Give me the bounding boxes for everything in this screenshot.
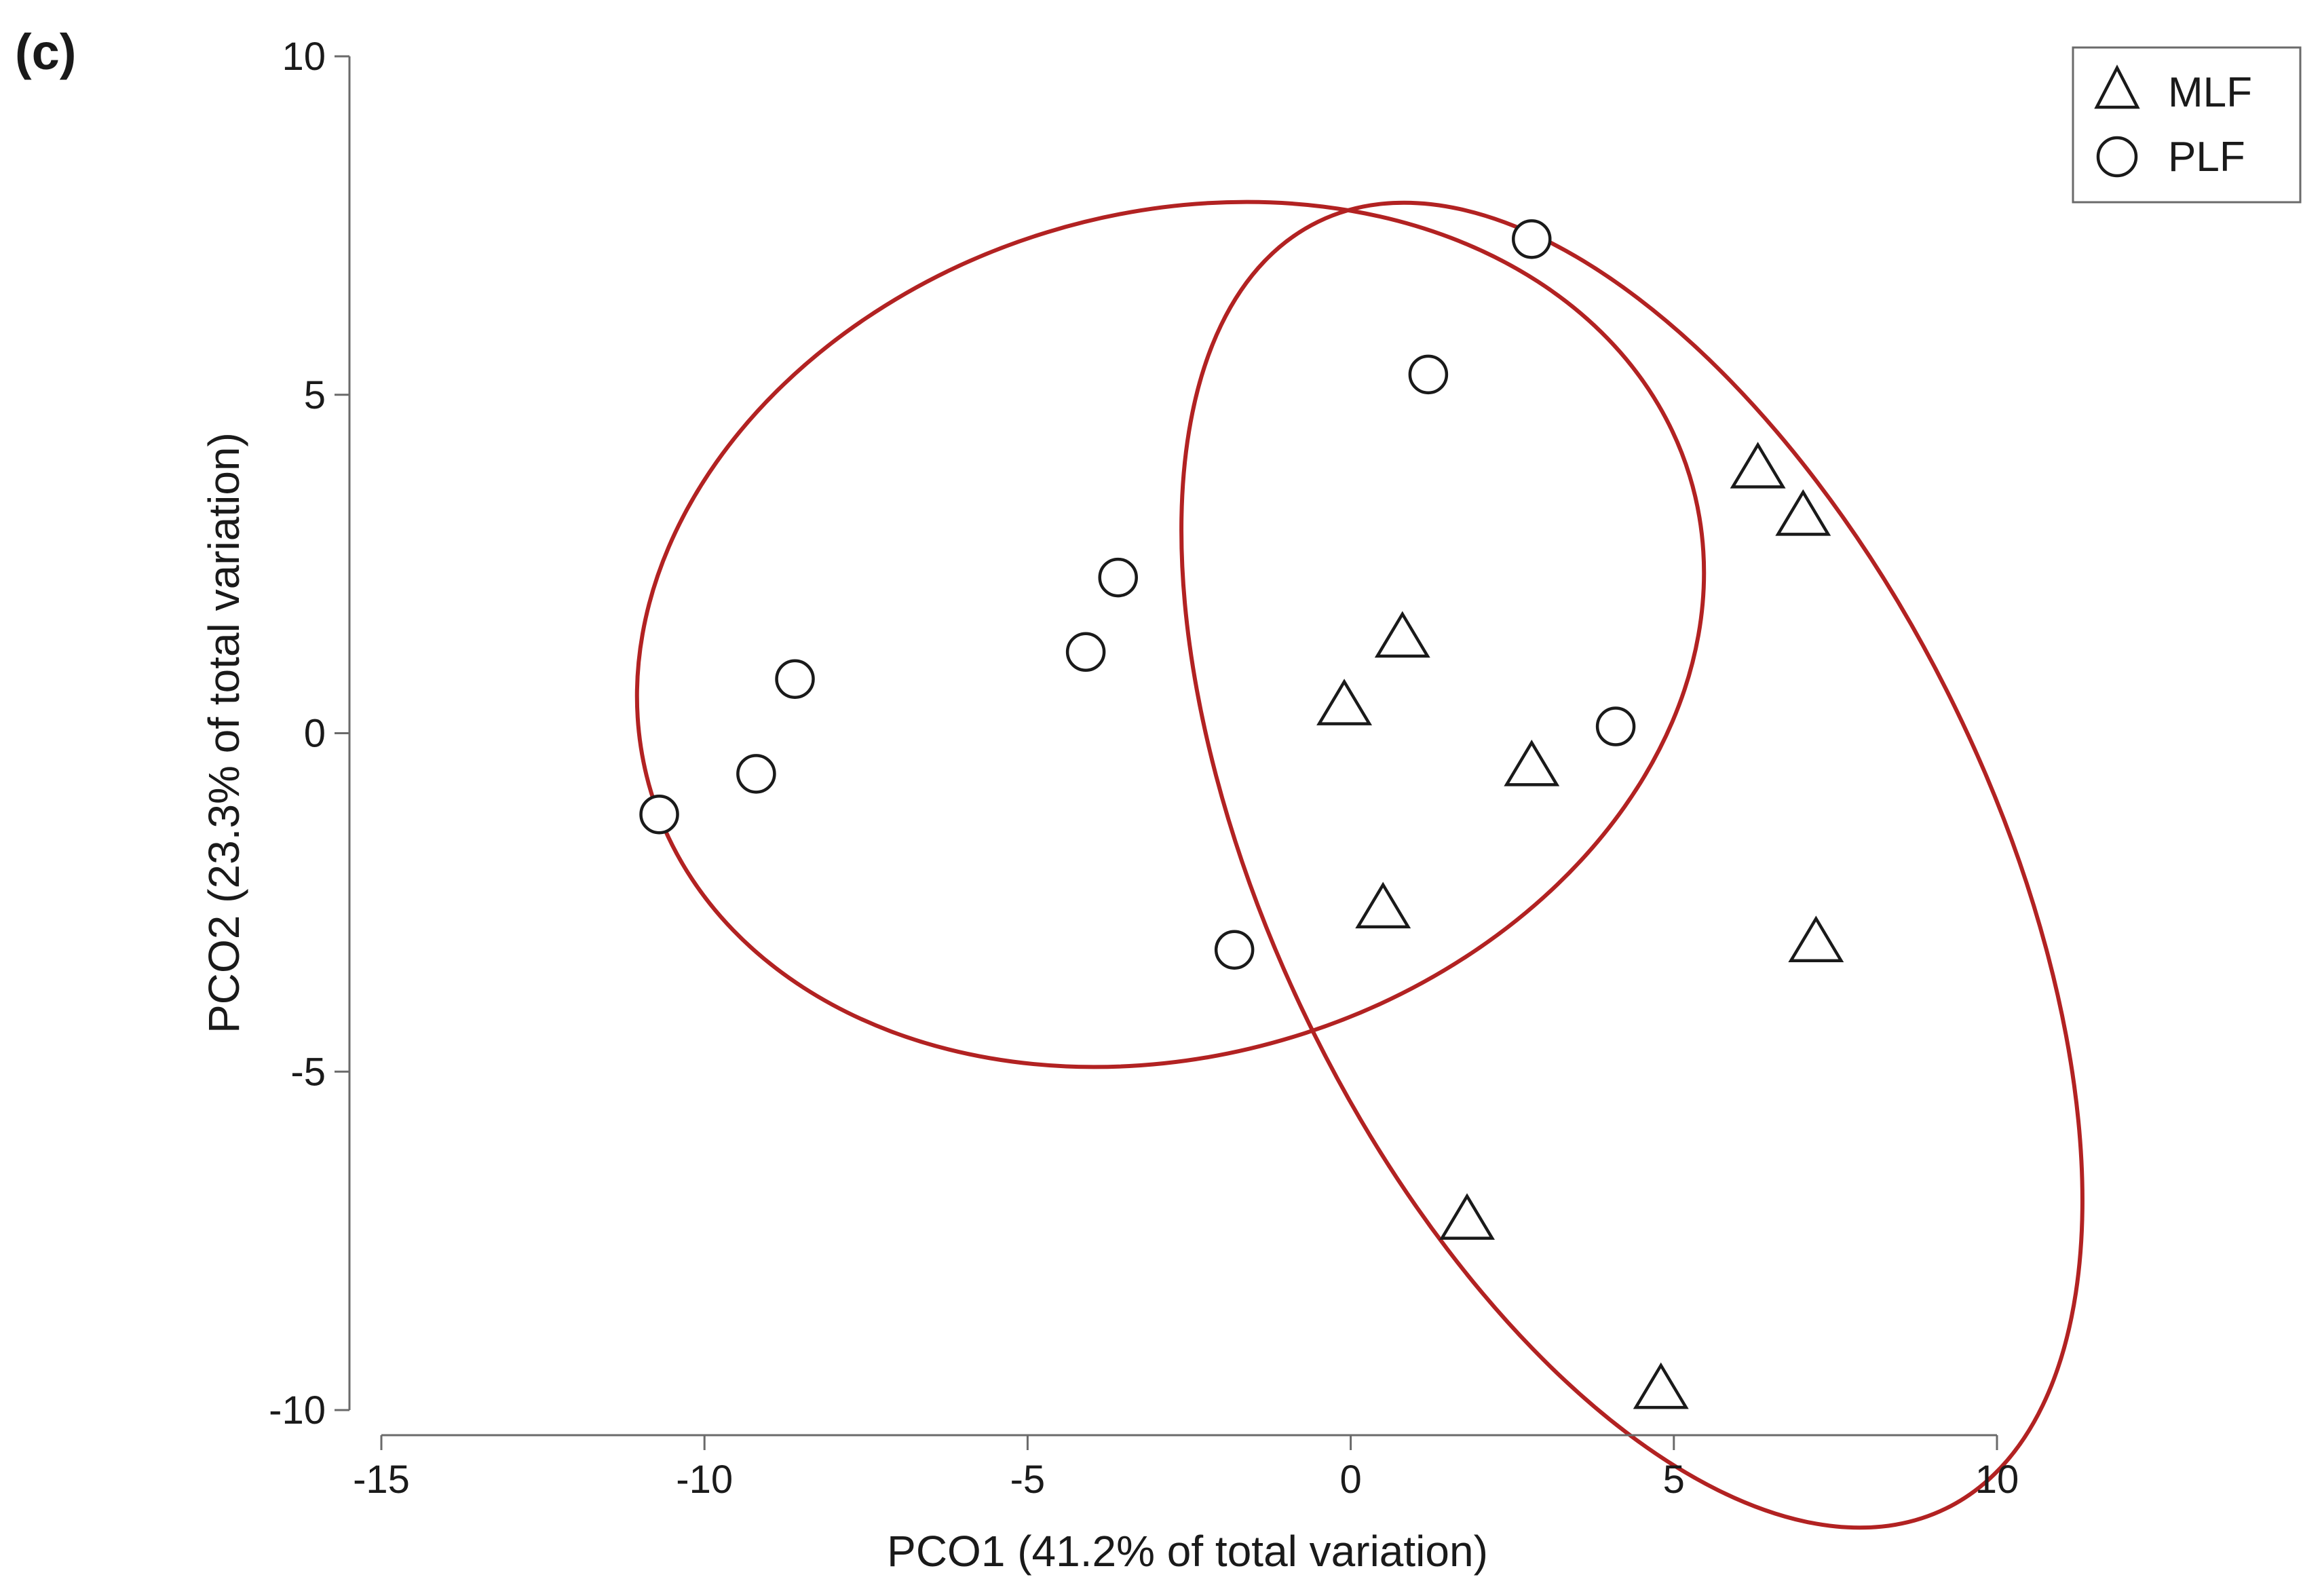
- data-markers: [639, 219, 1844, 1409]
- y-tick-label: -5: [290, 1050, 326, 1094]
- x-tick-label: -10: [676, 1458, 733, 1502]
- plf-circle-point: [775, 659, 815, 699]
- mlf-triangle-point: [1775, 489, 1831, 536]
- mlf-triangle-point: [1316, 679, 1373, 725]
- mlf-triangle-point: [1504, 740, 1560, 786]
- ellipses: [634, 200, 2085, 1530]
- x-tick-label: 5: [1663, 1458, 1685, 1502]
- mlf-triangle-point: [1633, 1362, 1689, 1409]
- y-tick-label: 0: [304, 712, 326, 756]
- y-tick-label: 5: [304, 373, 326, 417]
- x-tick-label: 0: [1339, 1458, 1361, 1502]
- legend-label-mlf: MLF: [2168, 69, 2252, 116]
- mlf-triangle-point: [1439, 1193, 1495, 1240]
- mlf-triangle-point: [1355, 881, 1411, 929]
- legend: MLF PLF: [2072, 46, 2302, 204]
- y-axis-title: PCO2 (23.3% of total variation): [199, 432, 248, 1033]
- legend-label-plf: PLF: [2168, 134, 2245, 180]
- legend-triangle-icon: [2094, 64, 2140, 109]
- mlf-triangle-point: [1730, 442, 1786, 489]
- x-tick-label: 10: [1975, 1458, 2019, 1502]
- y-tick-label: -10: [269, 1388, 326, 1432]
- plf-circle-point: [1065, 632, 1106, 672]
- plf-circle-point: [1512, 219, 1552, 259]
- x-tick-label: -15: [353, 1458, 410, 1502]
- plf-circle-point: [1408, 354, 1449, 395]
- x-tick-label: -5: [1010, 1458, 1046, 1502]
- plf-circle-point: [1214, 930, 1255, 970]
- plf-group-ellipse: [634, 200, 1707, 1069]
- plf-circle-point: [1595, 706, 1636, 746]
- mlf-triangle-point: [1374, 611, 1430, 658]
- mlf-triangle-point: [1788, 915, 1844, 963]
- plf-circle-point: [1098, 557, 1138, 598]
- mlf-group-ellipse: [1179, 200, 2085, 1530]
- y-tick-label: 10: [282, 35, 326, 79]
- x-axis-title: PCO1 (41.2% of total variation): [887, 1527, 1488, 1576]
- panel-label: (c): [15, 24, 76, 80]
- legend-circle-icon: [2096, 136, 2138, 178]
- legend-box: [2072, 46, 2302, 204]
- plf-circle-point: [736, 754, 776, 794]
- axes: -10 -5 0 5 10 -15 -10 -5 0 5 10: [269, 35, 2019, 1502]
- plf-circle-point: [639, 794, 679, 835]
